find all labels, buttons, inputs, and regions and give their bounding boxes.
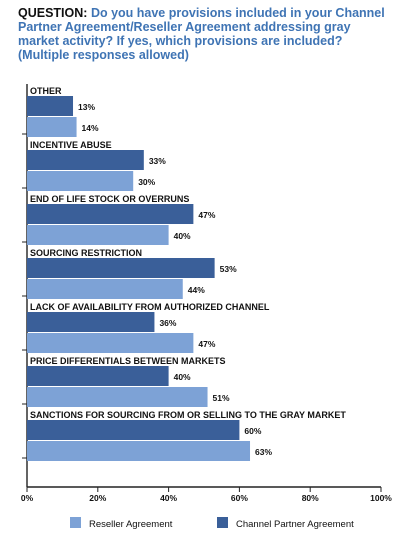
bar-channel-partner bbox=[27, 366, 169, 386]
question-text: QUESTION: Do you have provisions include… bbox=[18, 6, 392, 62]
data-label: 60% bbox=[244, 426, 261, 436]
legend-label-channel-partner: Channel Partner Agreement bbox=[236, 519, 354, 530]
legend-swatch-reseller bbox=[70, 517, 81, 528]
data-label: 30% bbox=[138, 177, 155, 187]
bar-reseller bbox=[27, 441, 251, 461]
bar-reseller bbox=[27, 279, 183, 299]
category-label: END OF LIFE STOCK OR OVERRUNS bbox=[30, 194, 189, 204]
bar-reseller bbox=[27, 333, 194, 353]
data-label: 47% bbox=[198, 339, 215, 349]
question-label: QUESTION: bbox=[18, 6, 88, 20]
bar-reseller bbox=[27, 171, 134, 191]
data-label: 14% bbox=[82, 123, 99, 133]
category-label: SANCTIONS FOR SOURCING FROM OR SELLING T… bbox=[30, 410, 346, 420]
x-tick-label: 100% bbox=[370, 493, 392, 503]
bar-reseller bbox=[27, 117, 77, 137]
category-label: SOURCING RESTRICTION bbox=[30, 248, 142, 258]
category-label: LACK OF AVAILABILITY FROM AUTHORIZED CHA… bbox=[30, 302, 270, 312]
data-label: 47% bbox=[198, 210, 215, 220]
data-label: 63% bbox=[255, 447, 272, 457]
legend-label-reseller: Reseller Agreement bbox=[89, 519, 173, 530]
data-label: 36% bbox=[159, 318, 176, 328]
bar-channel-partner bbox=[27, 312, 155, 332]
bar-channel-partner bbox=[27, 204, 194, 224]
legend-swatch-channel-partner bbox=[217, 517, 228, 528]
bar-reseller bbox=[27, 387, 208, 407]
data-label: 44% bbox=[188, 285, 205, 295]
x-tick-label: 20% bbox=[89, 493, 106, 503]
category-label: INCENTIVE ABUSE bbox=[30, 140, 112, 150]
x-tick-label: 60% bbox=[231, 493, 248, 503]
category-label: OTHER bbox=[30, 86, 62, 96]
category-label: PRICE DIFFERENTIALS BETWEEN MARKETS bbox=[30, 356, 226, 366]
data-label: 40% bbox=[174, 231, 191, 241]
x-tick-label: 80% bbox=[302, 493, 319, 503]
data-label: 40% bbox=[174, 372, 191, 382]
question-note: (Multiple responses allowed) bbox=[18, 48, 189, 62]
x-tick-label: 0% bbox=[21, 493, 34, 503]
bar-reseller bbox=[27, 225, 169, 245]
x-tick-label: 40% bbox=[160, 493, 177, 503]
bar-channel-partner bbox=[27, 96, 74, 116]
bar-channel-partner bbox=[27, 150, 144, 170]
data-label: 51% bbox=[213, 393, 230, 403]
data-label: 53% bbox=[220, 264, 237, 274]
data-label: 33% bbox=[149, 156, 166, 166]
bar-channel-partner bbox=[27, 258, 215, 278]
bar-channel-partner bbox=[27, 420, 240, 440]
question-body: Do you have provisions included in your … bbox=[18, 6, 385, 48]
data-label: 13% bbox=[78, 102, 95, 112]
